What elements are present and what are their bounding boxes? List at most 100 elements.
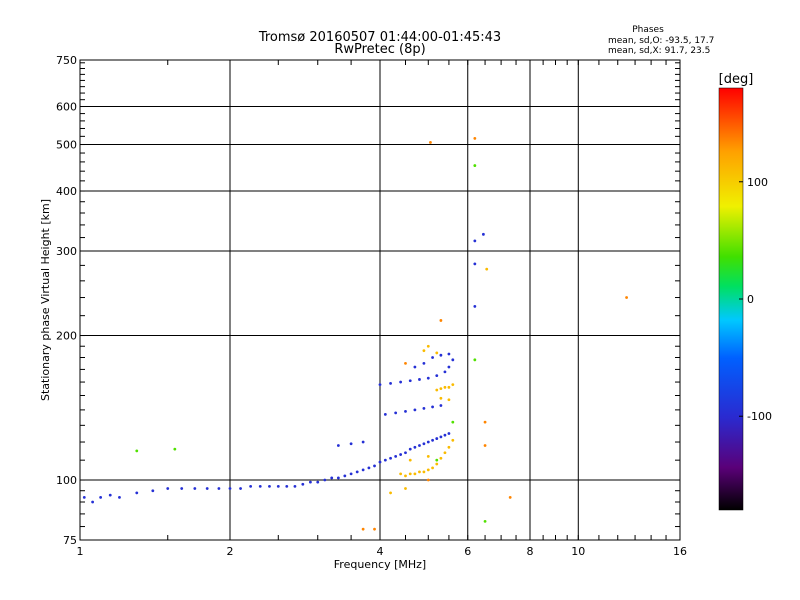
echo-point — [485, 267, 489, 271]
echo-point — [399, 453, 403, 456]
echo-point — [443, 370, 447, 374]
echo-point — [389, 491, 392, 495]
echo-point — [404, 409, 407, 413]
echo-point — [418, 378, 421, 381]
echo-point — [355, 470, 359, 474]
echo-point — [408, 447, 412, 451]
echo-point — [435, 351, 439, 355]
echo-point — [135, 491, 139, 495]
echo-point — [439, 456, 443, 460]
echo-point — [399, 380, 403, 384]
echo-point — [418, 444, 421, 447]
echo-point — [435, 437, 439, 440]
echo-point — [422, 361, 426, 365]
echo-point — [426, 468, 430, 472]
echo-point — [473, 305, 477, 308]
echo-point — [422, 442, 426, 446]
echo-point — [447, 365, 451, 369]
x-tick-labels: 1 2 4 6 8 10 16 — [77, 545, 688, 558]
chart-subtitle: RwPretec (8p) — [334, 42, 425, 57]
echo-point — [451, 420, 455, 424]
echo-point — [431, 405, 434, 409]
echo-point — [91, 500, 95, 504]
echo-point — [473, 239, 477, 243]
echo-point — [173, 447, 177, 451]
data-points — [82, 136, 628, 531]
echo-point — [473, 136, 477, 140]
echo-point — [151, 489, 155, 493]
x-tick-label: 6 — [464, 545, 471, 558]
colorbar-label: [deg] — [719, 72, 754, 87]
echo-point — [217, 487, 221, 490]
echo-point — [301, 482, 305, 486]
echo-point — [443, 385, 447, 389]
echo-point — [483, 444, 487, 447]
echo-point — [228, 487, 232, 490]
echo-point — [408, 472, 412, 476]
echo-point — [404, 451, 407, 455]
echo-point — [268, 484, 271, 488]
echo-point — [276, 484, 280, 488]
echo-point — [435, 374, 439, 378]
colorbar-ticks: 100 0 -100 — [739, 176, 772, 423]
echo-point — [426, 344, 430, 348]
x-tick-label: 2 — [227, 545, 234, 558]
echo-point — [439, 404, 443, 407]
echo-point — [349, 472, 353, 476]
echo-point — [118, 496, 121, 499]
echo-point — [408, 379, 412, 383]
echo-point — [108, 493, 112, 497]
echo-point — [404, 361, 407, 365]
echo-point — [435, 462, 439, 466]
echo-point — [399, 472, 403, 476]
echo-point — [408, 458, 412, 462]
echo-point — [439, 353, 443, 357]
echo-point — [447, 385, 451, 389]
y-axis-label: Stationary phase Virtual Height [km] — [39, 199, 52, 401]
echo-point — [361, 468, 365, 472]
colorbar-tick-label: 0 — [747, 293, 754, 306]
echo-point — [293, 484, 297, 488]
echo-point — [99, 496, 103, 499]
echo-point — [361, 440, 365, 444]
echo-point — [166, 487, 170, 490]
echo-point — [373, 527, 376, 531]
echo-point — [404, 487, 407, 490]
echo-point — [439, 396, 443, 400]
echo-point — [447, 432, 451, 435]
echo-point — [383, 458, 387, 462]
colorbar-tick-label: 100 — [747, 176, 768, 189]
echo-point — [426, 376, 430, 380]
echo-point — [205, 487, 209, 490]
echo-point — [394, 455, 398, 458]
echo-point — [422, 407, 426, 410]
echo-point — [418, 470, 421, 474]
echo-point — [451, 383, 455, 387]
chart-title: Tromsø 20160507 01:44:00-01:45:43 — [258, 30, 501, 45]
echo-point — [431, 356, 434, 359]
y-tick-label: 100 — [56, 474, 77, 487]
echo-point — [404, 474, 407, 478]
echo-point — [343, 474, 347, 478]
echo-point — [367, 466, 371, 470]
echo-point — [431, 438, 434, 442]
y-tick-labels: 75 100 200 300 400 500 600 750 — [56, 54, 77, 547]
y-tick-label: 300 — [56, 245, 77, 258]
y-tick-label: 75 — [63, 534, 77, 547]
echo-point — [439, 319, 443, 322]
echo-point — [239, 487, 242, 490]
x-tick-label: 1 — [77, 545, 84, 558]
echo-point — [422, 349, 426, 353]
echo-point — [361, 527, 365, 531]
echo-point — [349, 442, 353, 446]
echo-point — [473, 164, 477, 167]
y-tick-label: 500 — [56, 139, 77, 152]
echo-point — [413, 472, 417, 476]
echo-point — [483, 420, 487, 424]
echo-point — [473, 358, 477, 362]
y-tick-label: 400 — [56, 185, 77, 198]
y-tick-label: 600 — [56, 101, 77, 114]
y-tick-label: 750 — [56, 54, 77, 67]
echo-point — [451, 438, 455, 442]
